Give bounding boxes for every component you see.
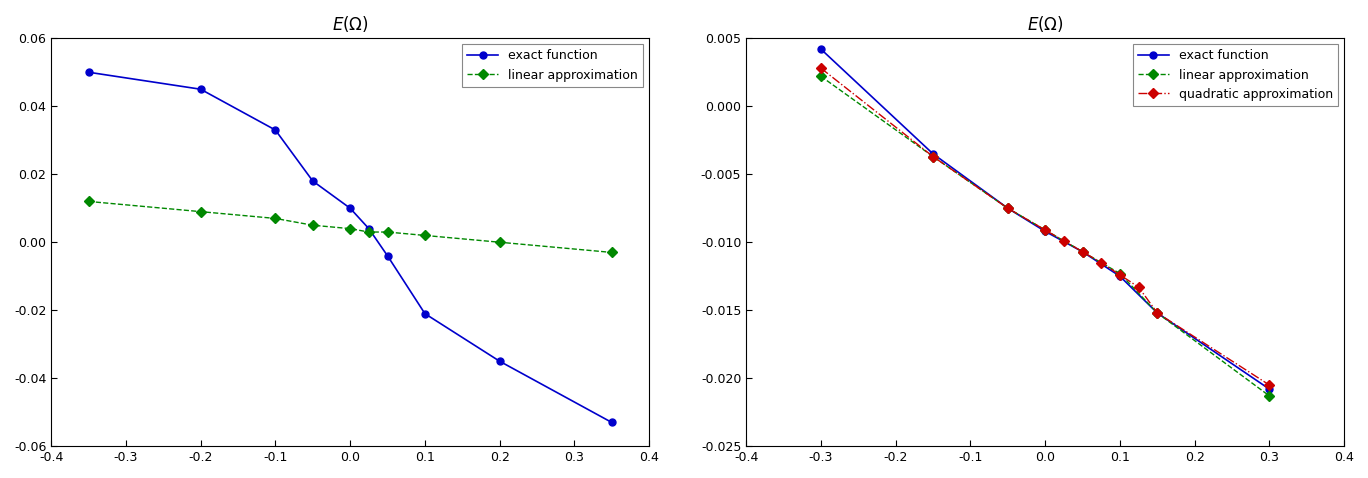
quadratic approximation: [1093, 260, 1109, 265]
linear approximation: [193, 209, 209, 215]
exact function: [267, 127, 283, 133]
linear approximation: [1112, 271, 1129, 276]
quadratic approximation: [1074, 249, 1090, 255]
quadratic approximation: [813, 65, 829, 71]
exact function: [1037, 228, 1053, 234]
exact function: [81, 69, 97, 75]
exact function: [603, 420, 620, 425]
exact function: [379, 253, 395, 259]
Title: $E(\Omega)$: $E(\Omega)$: [1027, 14, 1063, 34]
linear approximation: [379, 229, 395, 235]
quadratic approximation: [1261, 382, 1278, 388]
exact function: [342, 206, 358, 211]
Line: exact function: exact function: [818, 45, 1272, 392]
Legend: exact function, linear approximation, quadratic approximation: exact function, linear approximation, qu…: [1133, 44, 1338, 106]
quadratic approximation: [1037, 227, 1053, 233]
quadratic approximation: [1149, 310, 1166, 316]
quadratic approximation: [1112, 272, 1129, 278]
exact function: [1074, 249, 1090, 255]
linear approximation: [361, 229, 378, 235]
linear approximation: [267, 216, 283, 221]
Line: linear approximation: linear approximation: [818, 73, 1272, 400]
Title: $E(\Omega)$: $E(\Omega)$: [332, 14, 368, 34]
Legend: exact function, linear approximation: exact function, linear approximation: [462, 44, 643, 87]
exact function: [813, 46, 829, 52]
linear approximation: [813, 74, 829, 79]
linear approximation: [1074, 249, 1090, 255]
exact function: [1000, 206, 1016, 211]
Line: linear approximation: linear approximation: [85, 198, 616, 256]
linear approximation: [603, 250, 620, 255]
quadratic approximation: [1130, 284, 1146, 290]
linear approximation: [1149, 310, 1166, 316]
exact function: [925, 151, 941, 157]
linear approximation: [1037, 227, 1053, 233]
exact function: [193, 87, 209, 92]
Line: quadratic approximation: quadratic approximation: [818, 65, 1272, 389]
exact function: [1149, 310, 1166, 316]
linear approximation: [925, 154, 941, 160]
linear approximation: [342, 226, 358, 231]
quadratic approximation: [1056, 238, 1073, 244]
exact function: [417, 311, 434, 316]
quadratic approximation: [1000, 206, 1016, 211]
exact function: [1112, 273, 1129, 279]
linear approximation: [417, 233, 434, 239]
linear approximation: [81, 198, 97, 204]
exact function: [361, 226, 378, 231]
quadratic approximation: [925, 154, 941, 160]
exact function: [1261, 386, 1278, 392]
linear approximation: [1261, 393, 1278, 399]
linear approximation: [1000, 206, 1016, 211]
Line: exact function: exact function: [85, 69, 616, 426]
linear approximation: [305, 222, 321, 228]
exact function: [491, 358, 508, 364]
exact function: [305, 178, 321, 184]
linear approximation: [491, 239, 508, 245]
